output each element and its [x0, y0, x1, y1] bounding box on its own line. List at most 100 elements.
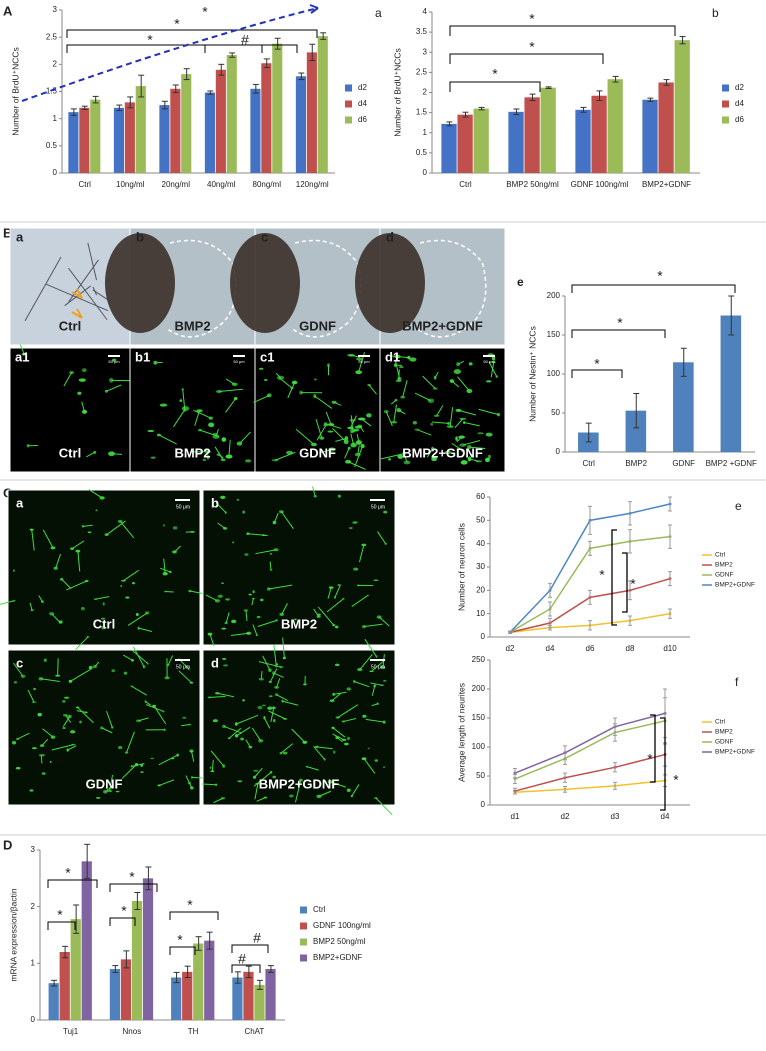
- image-caption: BMP2: [174, 318, 210, 333]
- cell: [334, 663, 340, 667]
- legend-swatch: [722, 116, 729, 124]
- cell: [102, 602, 105, 606]
- neurite: [67, 745, 77, 751]
- y-tick-label: 3: [31, 845, 36, 854]
- cell: [232, 541, 235, 544]
- neurite: [436, 405, 444, 417]
- y-tick-label: 1: [31, 958, 36, 967]
- y-tick-label: 0: [423, 168, 428, 177]
- neurite: [364, 638, 377, 657]
- bar: [204, 92, 215, 173]
- y-tick-label: 200: [547, 291, 561, 300]
- neurite: [236, 726, 251, 737]
- bar: [575, 109, 591, 173]
- legend-label: Ctrl: [313, 905, 326, 914]
- arrow-head: [309, 4, 319, 14]
- bar: [625, 410, 647, 452]
- fluorescence-image: [202, 489, 396, 646]
- neurite: [451, 442, 464, 452]
- y-tick-label: 60: [476, 492, 485, 501]
- line: [514, 712, 666, 774]
- y-tick-label: 2.5: [416, 67, 428, 76]
- annotation: *: [187, 897, 193, 913]
- neurite: [146, 704, 164, 712]
- cell: [117, 519, 123, 523]
- cell: [313, 378, 317, 381]
- cell: [248, 593, 252, 596]
- bar: [182, 971, 193, 1020]
- neurite: [158, 779, 175, 786]
- neurite: [336, 737, 343, 743]
- bar: [109, 969, 121, 1020]
- neurite: [332, 428, 347, 443]
- neurite: [210, 750, 225, 767]
- cell: [394, 354, 401, 359]
- image-caption: BMP2: [281, 616, 317, 631]
- x-tick-label: d10: [663, 644, 677, 653]
- y-tick-label: 200: [472, 684, 486, 693]
- panel-letter: a: [375, 6, 382, 20]
- neurite: [352, 594, 369, 607]
- x-tick-label: GDNF 100ng/ml: [571, 180, 629, 189]
- neurite: [40, 678, 60, 682]
- cell: [460, 460, 468, 465]
- cell: [259, 598, 264, 602]
- y-tick-label: 0: [556, 447, 561, 456]
- neurite: [247, 533, 268, 537]
- neurite: [138, 717, 149, 722]
- neurite: [291, 728, 306, 743]
- legend-label: Ctrl: [715, 719, 726, 726]
- image-caption: BMP2: [174, 445, 210, 460]
- neurite: [414, 392, 432, 402]
- neurite: [42, 728, 54, 738]
- legend-label: Ctrl: [715, 552, 726, 559]
- y-tick-label: 0: [53, 168, 58, 177]
- bar: [642, 99, 658, 173]
- neurite: [55, 553, 61, 569]
- cell: [289, 794, 294, 798]
- cell: [251, 597, 255, 600]
- neurite: [344, 447, 350, 459]
- bar: [120, 959, 132, 1020]
- cell: [222, 657, 227, 661]
- x-tick-label: d6: [586, 644, 595, 653]
- y-axis-label: Number of BrdU⁺NCCs: [10, 47, 20, 136]
- y-tick-label: 100: [547, 369, 561, 378]
- neurite: [329, 781, 347, 788]
- cell: [212, 719, 218, 723]
- x-tick-label: Nnos: [123, 1027, 142, 1036]
- neurite: [225, 612, 230, 624]
- neurite: [254, 783, 259, 800]
- cell: [374, 759, 379, 762]
- neurite: [205, 594, 218, 602]
- neurite: [295, 428, 315, 445]
- neurite: [350, 433, 355, 446]
- neurite: [202, 783, 217, 786]
- cell: [344, 742, 349, 746]
- neurite: [70, 668, 91, 682]
- cell: [272, 775, 276, 779]
- neurite: [121, 764, 137, 779]
- cell: [13, 569, 16, 572]
- bracket: [109, 883, 158, 892]
- neurite: [174, 545, 182, 553]
- neurite: [343, 717, 357, 722]
- cell: [337, 494, 341, 498]
- arrow: [71, 288, 83, 299]
- cell: [234, 722, 238, 726]
- cell: [62, 700, 66, 703]
- cell: [120, 584, 123, 588]
- cell: [458, 435, 465, 439]
- x-tick-label: Ctrl: [583, 459, 596, 468]
- image-letter: c: [261, 229, 268, 244]
- cell: [257, 705, 263, 710]
- bar: [124, 102, 135, 173]
- scale-label: 50 μm: [483, 359, 495, 364]
- neurite: [77, 707, 94, 724]
- legend-label: BMP2: [715, 729, 733, 736]
- neurite: [163, 558, 166, 574]
- cell: [225, 598, 230, 601]
- neurite: [77, 551, 81, 572]
- neurite: [260, 671, 263, 680]
- legend-label: GDNF: [715, 739, 733, 746]
